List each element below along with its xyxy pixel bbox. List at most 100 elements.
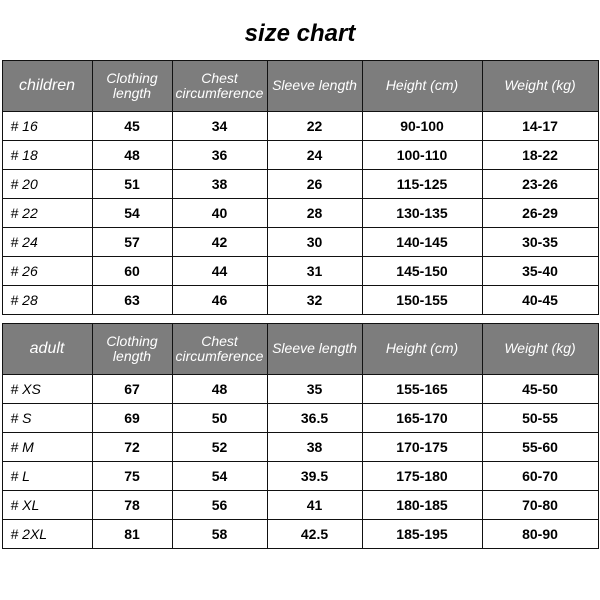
adult-cell: 81 [92,520,172,549]
adult-row: # S695036.5165-17050-55 [2,404,598,433]
page: size chart children Clothing length Ches… [0,0,600,600]
children-cell: 26-29 [482,199,598,228]
page-title: size chart [0,0,600,60]
children-cell: # 18 [2,141,92,170]
children-cell: # 26 [2,257,92,286]
children-cell: 130-135 [362,199,482,228]
children-cell: 51 [92,170,172,199]
adult-cell: 69 [92,404,172,433]
children-row: # 26604431145-15035-40 [2,257,598,286]
adult-cell: 50 [172,404,267,433]
adult-cell: 48 [172,375,267,404]
children-cell: # 28 [2,286,92,315]
adult-row: # XS674835155-16545-50 [2,375,598,404]
children-cell: # 22 [2,199,92,228]
children-cell: # 20 [2,170,92,199]
adult-cell: 80-90 [482,520,598,549]
adult-cell: 54 [172,462,267,491]
children-cell: 60 [92,257,172,286]
adult-row: # XL785641180-18570-80 [2,491,598,520]
adult-cell: 165-170 [362,404,482,433]
children-cell: 46 [172,286,267,315]
adult-cell: # M [2,433,92,462]
children-cell: 28 [267,199,362,228]
adult-cell: 185-195 [362,520,482,549]
children-cell: 22 [267,112,362,141]
adult-cell: 52 [172,433,267,462]
adult-cell: 50-55 [482,404,598,433]
adult-cell: 36.5 [267,404,362,433]
children-col-2: Chest circumference [172,61,267,112]
children-cell: 57 [92,228,172,257]
children-row: # 18483624100-11018-22 [2,141,598,170]
children-cell: 100-110 [362,141,482,170]
children-cell: 54 [92,199,172,228]
children-cell: 32 [267,286,362,315]
adult-cell: 38 [267,433,362,462]
children-cell: 45 [92,112,172,141]
adult-cell: 67 [92,375,172,404]
children-cell: 14-17 [482,112,598,141]
adult-row: # M725238170-17555-60 [2,433,598,462]
children-cell: 145-150 [362,257,482,286]
children-cell: 24 [267,141,362,170]
children-cell: 35-40 [482,257,598,286]
children-col-3: Sleeve length [267,61,362,112]
children-body: # 1645342290-10014-17# 18483624100-11018… [2,112,598,315]
adult-cell: 56 [172,491,267,520]
children-cell: 30-35 [482,228,598,257]
children-cell: # 24 [2,228,92,257]
children-cell: # 16 [2,112,92,141]
children-cell: 30 [267,228,362,257]
children-cell: 40 [172,199,267,228]
adult-col-5: Weight (kg) [482,324,598,375]
adult-cell: 175-180 [362,462,482,491]
adult-cell: 170-175 [362,433,482,462]
children-row: # 1645342290-10014-17 [2,112,598,141]
children-cell: 18-22 [482,141,598,170]
adult-col-4: Height (cm) [362,324,482,375]
adult-cell: # L [2,462,92,491]
adult-category-header: adult [2,324,92,375]
adult-cell: 60-70 [482,462,598,491]
adult-cell: 55-60 [482,433,598,462]
children-size-table: children Clothing length Chest circumfer… [2,60,599,315]
adult-cell: # XS [2,375,92,404]
children-col-4: Height (cm) [362,61,482,112]
adult-cell: 45-50 [482,375,598,404]
adult-body: # XS674835155-16545-50# S695036.5165-170… [2,375,598,549]
adult-cell: 70-80 [482,491,598,520]
children-row: # 20513826115-12523-26 [2,170,598,199]
adult-cell: 155-165 [362,375,482,404]
children-cell: 48 [92,141,172,170]
adult-row: # L755439.5175-18060-70 [2,462,598,491]
adult-cell: 41 [267,491,362,520]
adult-cell: # S [2,404,92,433]
adult-cell: # 2XL [2,520,92,549]
adult-cell: 39.5 [267,462,362,491]
adult-col-3: Sleeve length [267,324,362,375]
adult-row: # 2XL815842.5185-19580-90 [2,520,598,549]
children-cell: 38 [172,170,267,199]
adult-cell: 35 [267,375,362,404]
children-col-1: Clothing length [92,61,172,112]
children-cell: 36 [172,141,267,170]
children-cell: 63 [92,286,172,315]
children-cell: 26 [267,170,362,199]
children-header-row: children Clothing length Chest circumfer… [2,61,598,112]
adult-cell: 78 [92,491,172,520]
children-cell: 40-45 [482,286,598,315]
adult-cell: 42.5 [267,520,362,549]
children-cell: 140-145 [362,228,482,257]
adult-cell: 180-185 [362,491,482,520]
adult-col-2: Chest circumference [172,324,267,375]
children-cell: 90-100 [362,112,482,141]
children-col-5: Weight (kg) [482,61,598,112]
adult-cell: # XL [2,491,92,520]
adult-cell: 75 [92,462,172,491]
children-cell: 34 [172,112,267,141]
adult-cell: 58 [172,520,267,549]
children-cell: 150-155 [362,286,482,315]
adult-cell: 72 [92,433,172,462]
children-cell: 31 [267,257,362,286]
